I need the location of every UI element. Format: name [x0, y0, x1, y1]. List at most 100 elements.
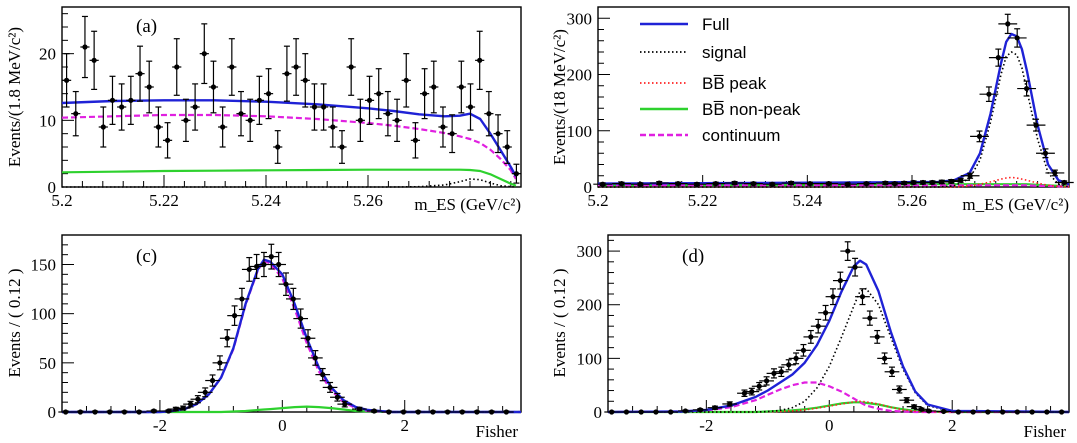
- data-point: [633, 409, 649, 415]
- data-point: [788, 352, 804, 365]
- data-point: [980, 409, 996, 415]
- data-point: [381, 409, 397, 415]
- x-axis-title: m_ES (GeV/c²): [962, 195, 1069, 214]
- curve-continuum: [62, 259, 521, 414]
- data-point: [236, 90, 246, 137]
- data-point: [131, 409, 147, 415]
- data-point: [144, 60, 154, 114]
- data-point: [988, 48, 1008, 67]
- x-tick-label: -2: [153, 416, 167, 435]
- data-point: [773, 366, 789, 378]
- data-point: [965, 409, 981, 415]
- data-point: [282, 45, 292, 102]
- data-point: [438, 106, 448, 148]
- data-point: [493, 114, 503, 154]
- data-point: [803, 329, 819, 344]
- data-point: [271, 251, 286, 278]
- data-points: [58, 243, 514, 415]
- data-point: [1017, 80, 1037, 97]
- x-tick-label: 5.2: [51, 191, 72, 210]
- data-point: [766, 368, 782, 379]
- x-tick-label: 2: [948, 416, 957, 435]
- legend-label-signal: signal: [702, 43, 746, 62]
- y-tick-label: 100: [577, 349, 603, 368]
- data-point: [1009, 409, 1025, 415]
- y-tick-label: 100: [31, 305, 57, 324]
- data-point: [484, 90, 494, 137]
- data-point: [337, 130, 347, 164]
- fit-curves: [61, 99, 517, 188]
- y-axis-title: Events / ( 0.12 ): [550, 268, 569, 377]
- x-axis-title: m_ES (GeV/c²): [414, 195, 521, 214]
- x-axis-title: Fisher: [1024, 422, 1067, 441]
- data-point: [454, 409, 470, 415]
- data-point: [857, 181, 876, 187]
- x-tick-label: 5.26: [353, 191, 383, 210]
- data-point: [796, 343, 811, 357]
- x-tick-label: 5.22: [149, 191, 179, 210]
- y-tick-label: 0: [584, 178, 593, 197]
- data-point: [921, 408, 937, 414]
- legend: Full signal BB̅ peak BB̅ non-peak contin…: [640, 15, 801, 145]
- y-axis-title: Events / ( 0.12 ): [5, 268, 24, 377]
- data-point: [410, 122, 421, 159]
- data-point: [146, 408, 162, 414]
- data-point: [1045, 169, 1065, 177]
- data-point: [744, 387, 760, 396]
- data-point: [906, 404, 922, 410]
- data-points: [604, 241, 1069, 415]
- tick-marks: [61, 234, 504, 413]
- data-point: [254, 75, 264, 125]
- plot-frame: [597, 6, 1070, 188]
- data-point: [960, 172, 980, 179]
- data-point: [832, 271, 848, 290]
- data-point: [469, 409, 485, 415]
- y-tick-label: 300: [567, 9, 593, 28]
- data-point: [175, 405, 191, 411]
- legend-label-bb-nonpeak: BB̅ non-peak: [702, 100, 801, 119]
- data-point: [80, 15, 90, 79]
- data-point: [89, 30, 99, 90]
- data-point: [346, 38, 356, 96]
- data-point: [322, 381, 338, 393]
- data-point: [678, 408, 693, 414]
- data-point: [308, 350, 323, 366]
- data-point: [190, 395, 206, 404]
- panel-label: (a): [136, 16, 157, 37]
- data-point: [847, 257, 863, 277]
- data-point: [245, 98, 255, 143]
- data-point: [465, 83, 476, 131]
- data-point: [800, 181, 820, 187]
- data-point: [810, 318, 826, 334]
- data-point: [73, 409, 88, 415]
- data-point: [401, 53, 411, 108]
- x-tick-label: 5.26: [897, 191, 927, 210]
- data-point: [337, 400, 353, 408]
- data-point: [58, 409, 74, 415]
- tick-marks: [61, 13, 512, 188]
- data-point: [648, 409, 664, 415]
- data-point: [234, 287, 250, 311]
- data-point: [300, 329, 316, 348]
- data-point: [781, 359, 797, 371]
- data-point: [649, 180, 669, 186]
- data-point: [869, 329, 885, 344]
- data-point: [183, 400, 198, 408]
- data-point: [737, 389, 752, 398]
- data-point: [899, 397, 915, 404]
- data-point: [102, 409, 118, 415]
- data-point: [98, 106, 108, 148]
- legend-label-bb-peak: BB̅ peak: [702, 74, 767, 93]
- data-point: [498, 409, 514, 415]
- data-point: [227, 38, 237, 96]
- panel-d: -2 0 2 0 100 200 300 (d) Events / ( 0.12 ) Fis…: [550, 234, 1070, 441]
- curve-continuum: [61, 113, 517, 180]
- data-point: [475, 30, 485, 90]
- data-point: [205, 374, 220, 387]
- data-point: [751, 381, 767, 391]
- data-point: [998, 13, 1018, 35]
- data-point: [383, 90, 393, 137]
- data-point: [725, 180, 745, 186]
- data-point: [950, 409, 966, 415]
